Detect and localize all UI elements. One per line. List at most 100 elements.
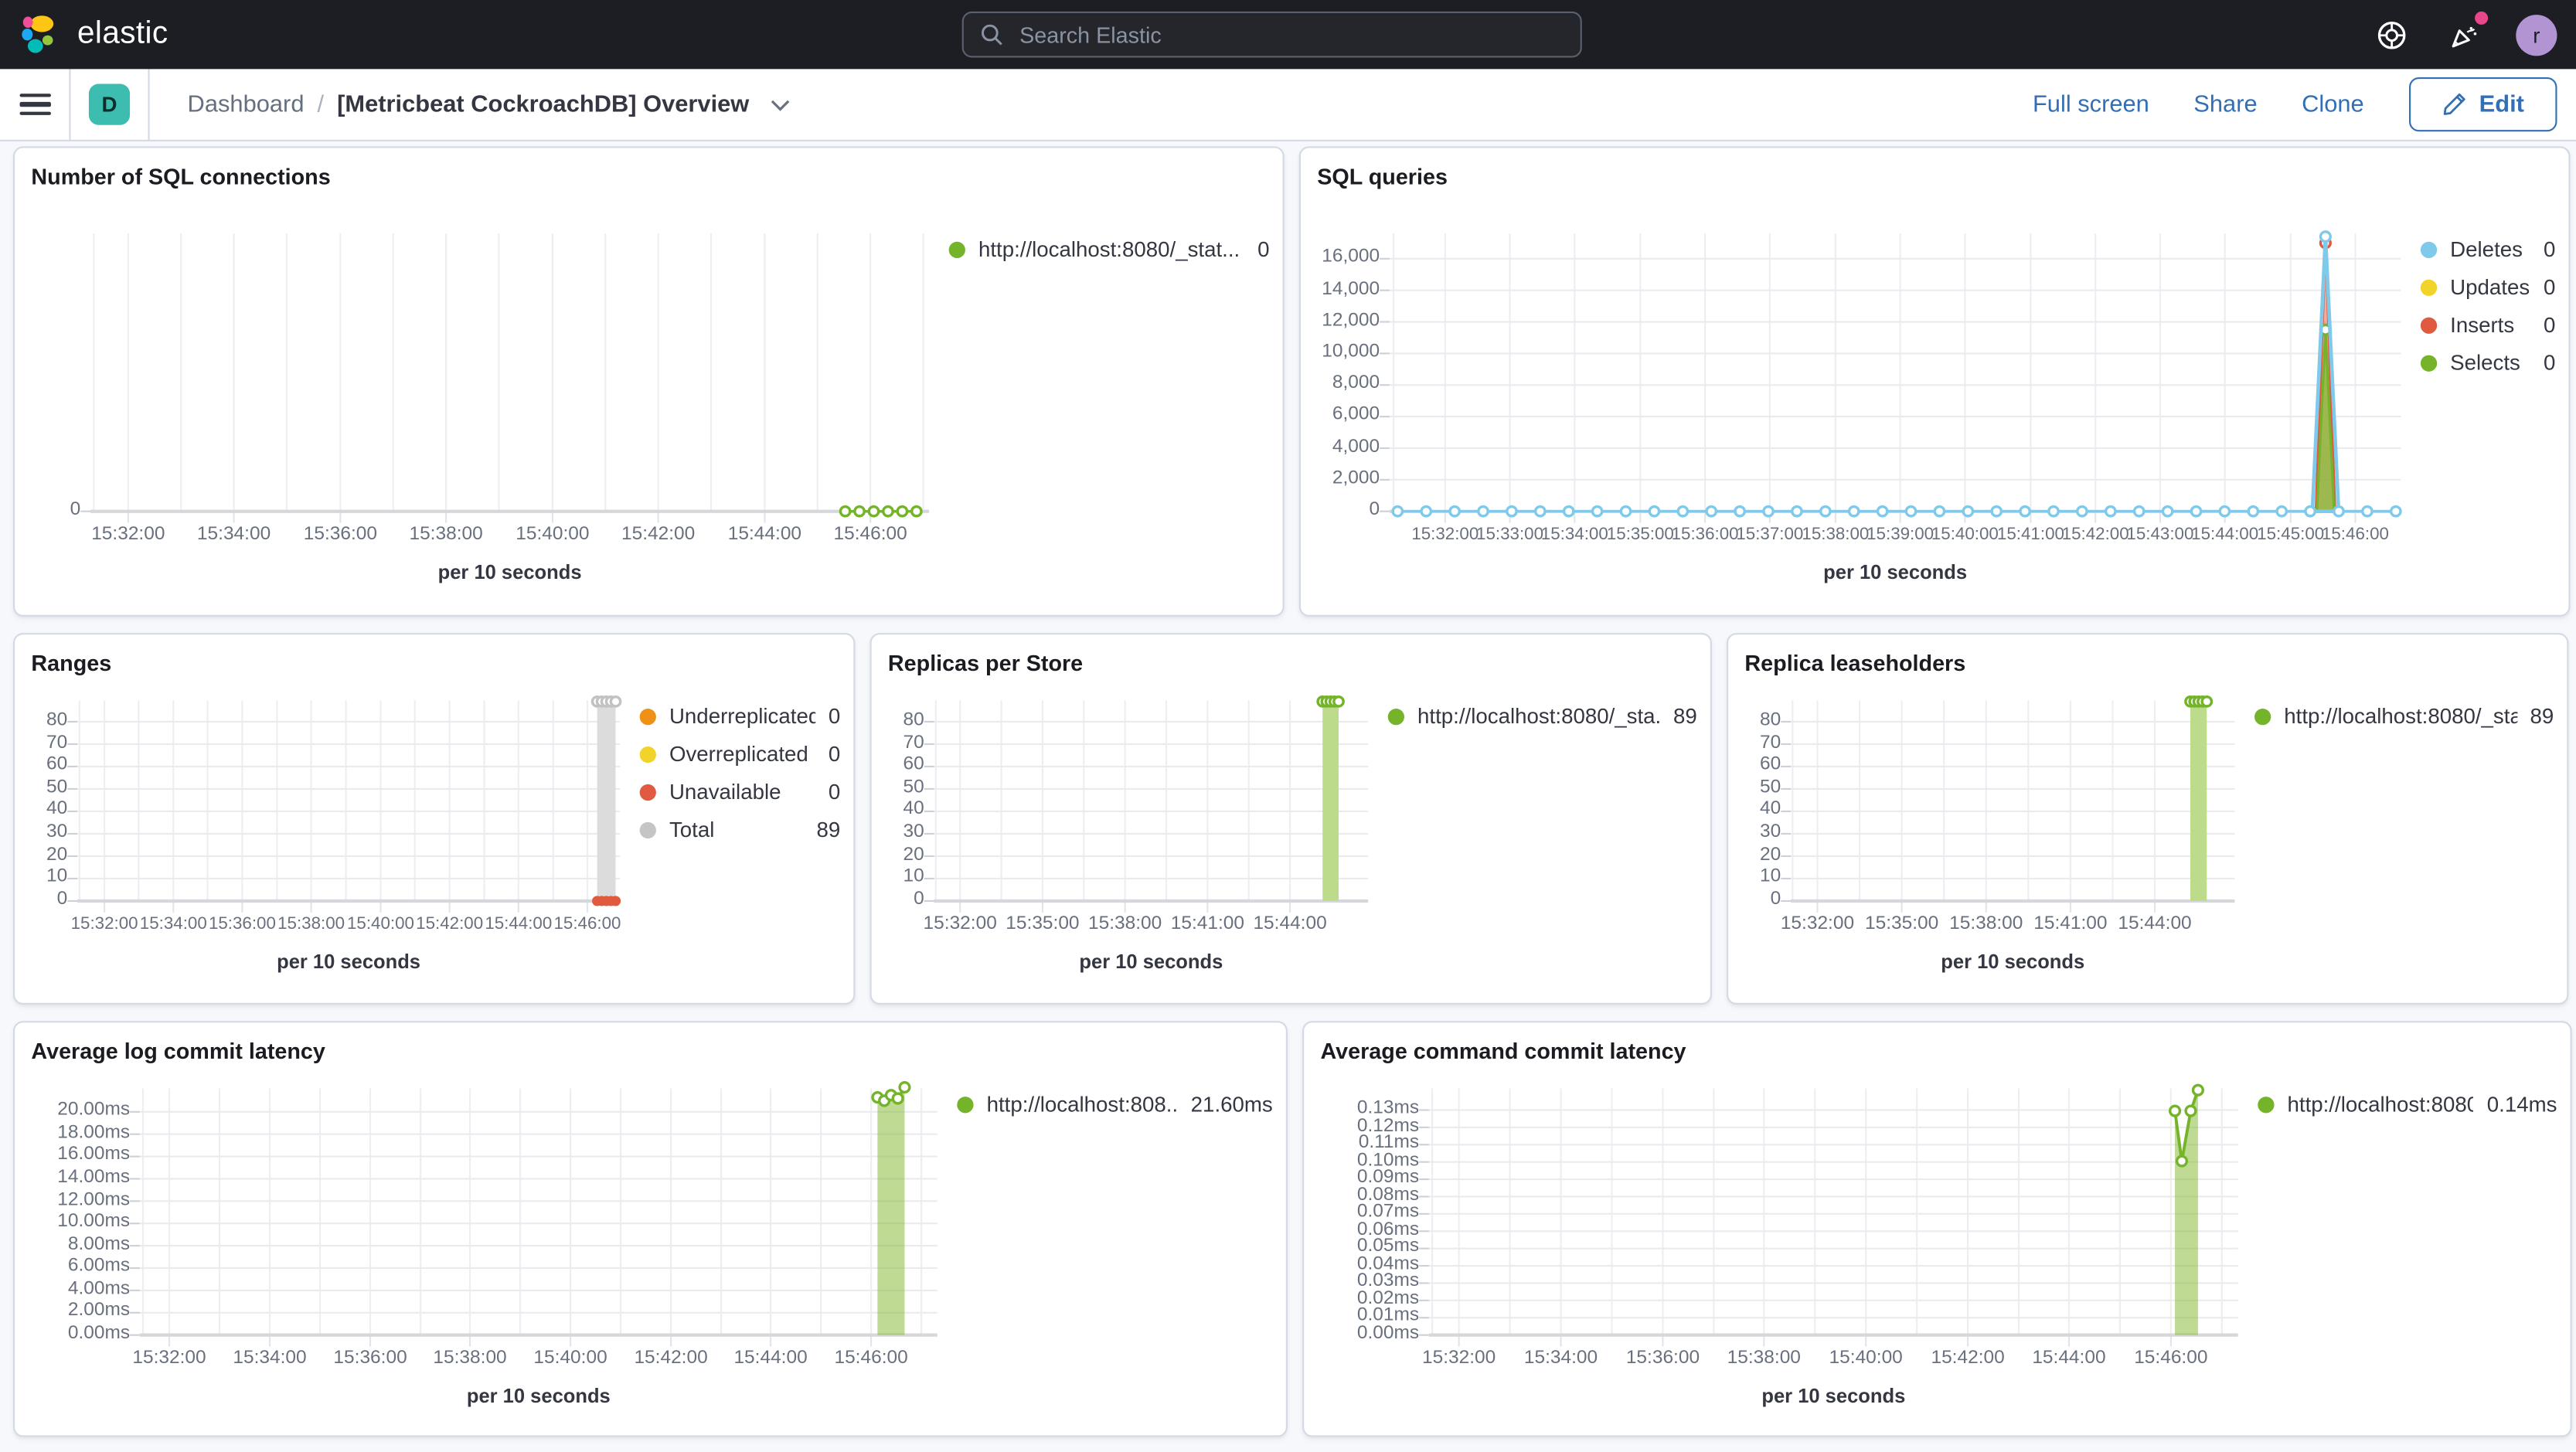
- legend-item[interactable]: http://localhost:8080/_sta... 89: [2254, 704, 2554, 729]
- x-axis-label: 15:38:00: [433, 1348, 507, 1369]
- legend-item[interactable]: Total 89: [639, 817, 841, 842]
- legend-series-label: Inserts: [2450, 312, 2515, 338]
- y-axis-label: 10: [46, 867, 68, 887]
- x-axis-title: per 10 seconds: [1761, 1384, 1906, 1408]
- legend-series-value: 0: [2543, 274, 2556, 300]
- legend-series-value: 0: [2543, 350, 2556, 376]
- plot-area-sql_connections[interactable]: [80, 233, 930, 523]
- x-axis-label: 15:36:00: [208, 913, 276, 934]
- legend-series-label: Underreplicated: [669, 703, 815, 729]
- legend-item[interactable]: http://localhost:808... 21.60ms: [957, 1092, 1273, 1117]
- x-axis-label: 15:35:00: [1864, 913, 1939, 934]
- y-axis: 0 10 20 30 40 50 60 70 80: [31, 700, 77, 910]
- x-axis-label: 15:34:00: [1523, 1348, 1598, 1369]
- plot-area-replica_leaseholders[interactable]: [1781, 695, 2235, 913]
- panel-title: Average command commit latency: [1320, 1039, 1686, 1064]
- legend-item[interactable]: Inserts 0: [2420, 312, 2555, 338]
- legend-item[interactable]: Underreplicated 0: [639, 703, 840, 729]
- panel-title: Replica leaseholders: [1744, 651, 1966, 676]
- y-axis-label: 12.00ms: [57, 1189, 131, 1209]
- panel-avg_command_commit_latency: Average command commit latency 0.00ms 0.01…: [1302, 1021, 2572, 1437]
- news-feed-icon[interactable]: [2444, 10, 2489, 55]
- panel-title: Average log commit latency: [31, 1039, 325, 1064]
- y-axis-label: 0.02ms: [1356, 1288, 1420, 1309]
- legend-item[interactable]: Overreplicated 0: [639, 742, 840, 766]
- legend-series-dot: [639, 707, 656, 725]
- panel-replica_leaseholders: Replica leaseholders 0 10 20 30 40 50 60 70 80 15:…: [1727, 633, 2569, 1005]
- dashboard-toolbar: D Dashboard / [Metricbeat CockroachDB] O…: [0, 68, 2576, 141]
- y-axis-label: 4.00ms: [67, 1278, 131, 1299]
- y-axis-label: 0.04ms: [1356, 1254, 1420, 1274]
- legend-series-dot: [1387, 707, 1405, 725]
- menu-icon[interactable]: [19, 94, 51, 115]
- edit-button[interactable]: Edit: [2408, 77, 2557, 132]
- divider: [148, 68, 150, 141]
- global-search[interactable]: [961, 11, 1582, 58]
- search-icon: [981, 24, 1002, 46]
- y-axis-label: 0.06ms: [1356, 1219, 1420, 1239]
- x-axis-label: 15:38:00: [409, 524, 483, 545]
- y-axis-label: 8,000: [1332, 373, 1380, 393]
- legend-item[interactable]: Updates 0: [2420, 274, 2556, 300]
- plot-area-replicas_per_store[interactable]: [924, 695, 1369, 913]
- space-switcher[interactable]: D: [88, 83, 131, 125]
- x-axis-title: per 10 seconds: [1079, 950, 1223, 974]
- y-axis-label: 60: [1760, 755, 1781, 775]
- plot-area-avg_command_commit_latency[interactable]: [1419, 1083, 2238, 1347]
- plot-area-ranges[interactable]: [67, 695, 622, 913]
- y-axis-label: 0.00ms: [1356, 1323, 1420, 1344]
- legend-item[interactable]: Selects 0: [2420, 350, 2556, 376]
- chart-legend: Underreplicated 0 Overreplicated 0 Unavailab…: [639, 700, 841, 973]
- plot-area-sql_queries[interactable]: [1380, 230, 2402, 523]
- x-axis-label: 15:42:00: [634, 1348, 708, 1369]
- x-axis-label: 15:37:00: [1736, 524, 1804, 545]
- full-screen-button[interactable]: Full screen: [2032, 91, 2149, 118]
- page-title: [Metricbeat CockroachDB] Overview: [337, 91, 750, 118]
- elastic-logo-icon: [22, 15, 54, 53]
- x-axis-label: 15:44:00: [2032, 1348, 2106, 1369]
- breadcrumb-dashboard-link[interactable]: Dashboard: [187, 91, 305, 118]
- x-axis-label: 15:42:00: [1931, 1348, 2005, 1369]
- x-axis: 15:32:00 15:35:00 15:38:00 15:41:00 15:44:00: [1781, 913, 2234, 939]
- y-axis: 0 2,000 4,000 6,000 8,000 10,000 12,000 14,000 1…: [1317, 233, 1390, 519]
- title-chevron-down-icon[interactable]: [769, 98, 791, 111]
- divider: [69, 68, 71, 141]
- x-axis-label: 15:46:00: [2321, 524, 2389, 545]
- search-input[interactable]: [1016, 20, 1564, 49]
- x-axis-label: 15:46:00: [2134, 1348, 2208, 1369]
- legend-series-label: http://localhost:8080...: [2287, 1091, 2474, 1117]
- y-axis-label: 0.10ms: [1356, 1150, 1420, 1171]
- panel-replicas_per_store: Replicas per Store 0 10 20 30 40 50 60 70 80 15:32…: [869, 633, 1712, 1005]
- legend-series-label: Selects: [2450, 350, 2520, 376]
- notification-badge: [2475, 10, 2489, 24]
- y-axis-label: 16,000: [1322, 247, 1380, 267]
- legend-series-dot: [639, 821, 656, 838]
- legend-item[interactable]: http://localhost:8080/_stat... 0: [948, 236, 1270, 261]
- y-axis-label: 2.00ms: [67, 1301, 131, 1321]
- x-axis-label: 15:40:00: [1931, 524, 1999, 545]
- legend-item[interactable]: http://localhost:8080/_sta... 89: [1387, 704, 1697, 729]
- elastic-logo[interactable]: elastic: [20, 13, 168, 56]
- x-axis-label: 15:42:00: [2061, 524, 2129, 545]
- y-axis-label: 20: [46, 845, 68, 865]
- x-axis-label: 15:41:00: [1170, 913, 1244, 934]
- x-axis-label: 15:44:00: [485, 913, 553, 934]
- legend-item[interactable]: Deletes 0: [2420, 236, 2555, 261]
- y-axis-label: 0: [70, 499, 81, 520]
- user-avatar[interactable]: r: [2516, 14, 2557, 56]
- y-axis-label: 10: [903, 867, 924, 887]
- legend-series-dot: [957, 1096, 974, 1113]
- y-axis-label: 40: [46, 800, 68, 820]
- legend-series-value: 89: [816, 817, 841, 842]
- clone-button[interactable]: Clone: [2302, 91, 2364, 118]
- x-axis-label: 15:34:00: [1540, 524, 1608, 545]
- x-axis-title: per 10 seconds: [437, 560, 582, 584]
- plot-area-avg_log_commit_latency[interactable]: [130, 1080, 938, 1347]
- x-axis-label: 15:32:00: [1411, 524, 1479, 545]
- legend-item[interactable]: http://localhost:8080... 0.14ms: [2258, 1092, 2557, 1117]
- legend-series-dot: [948, 240, 965, 257]
- help-icon[interactable]: [2371, 14, 2412, 55]
- share-button[interactable]: Share: [2193, 91, 2258, 118]
- legend-item[interactable]: Unavailable 0: [639, 780, 840, 804]
